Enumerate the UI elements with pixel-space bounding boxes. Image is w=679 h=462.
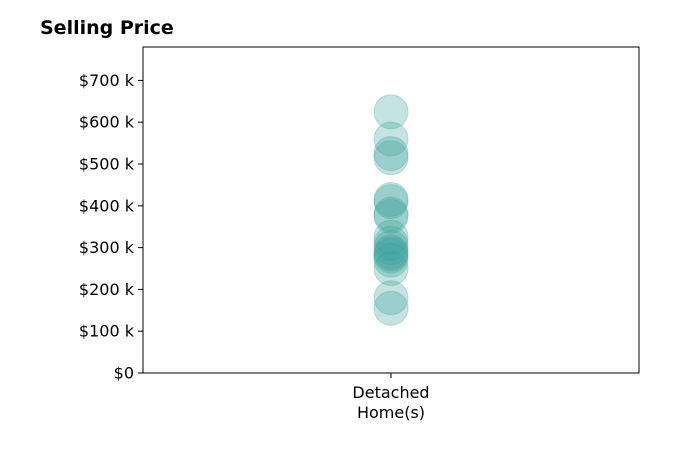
- data-point: [373, 121, 409, 157]
- data-point: [373, 238, 409, 274]
- data-point: [373, 234, 409, 270]
- data-point: [373, 94, 409, 130]
- y-tick-label: $200 k: [79, 280, 135, 299]
- data-point: [373, 184, 409, 220]
- data-point: [373, 182, 409, 218]
- x-axis: Detached Home(s): [352, 373, 430, 422]
- y-tick-label: $300 k: [79, 238, 135, 257]
- y-tick-label: $600 k: [79, 113, 135, 132]
- data-point: [373, 136, 409, 172]
- plot-frame: [142, 46, 640, 374]
- data-point: [373, 140, 409, 176]
- y-tick-label: $0: [114, 364, 134, 383]
- data-point: [373, 290, 409, 326]
- data-point: [373, 251, 409, 287]
- chart-title: Selling Price: [40, 17, 174, 39]
- y-tick-label: $700 k: [79, 71, 135, 90]
- data-point: [373, 280, 409, 316]
- data-point: [373, 236, 409, 272]
- y-axis: $0 $100 k $200 k $300 k $400 k $500 k $600 k $7…: [79, 71, 143, 383]
- y-tick-label: $400 k: [79, 196, 135, 215]
- y-tick-label: $500 k: [79, 155, 135, 174]
- data-point: [373, 219, 409, 255]
- data-point: [373, 225, 409, 261]
- x-tick-label: Detached Home(s): [352, 383, 429, 422]
- y-tick-label: $100 k: [79, 322, 135, 341]
- data-point: [373, 242, 409, 278]
- data-point: [373, 196, 409, 232]
- data-point: [373, 198, 409, 234]
- data-points: [373, 94, 409, 326]
- data-point: [373, 230, 409, 266]
